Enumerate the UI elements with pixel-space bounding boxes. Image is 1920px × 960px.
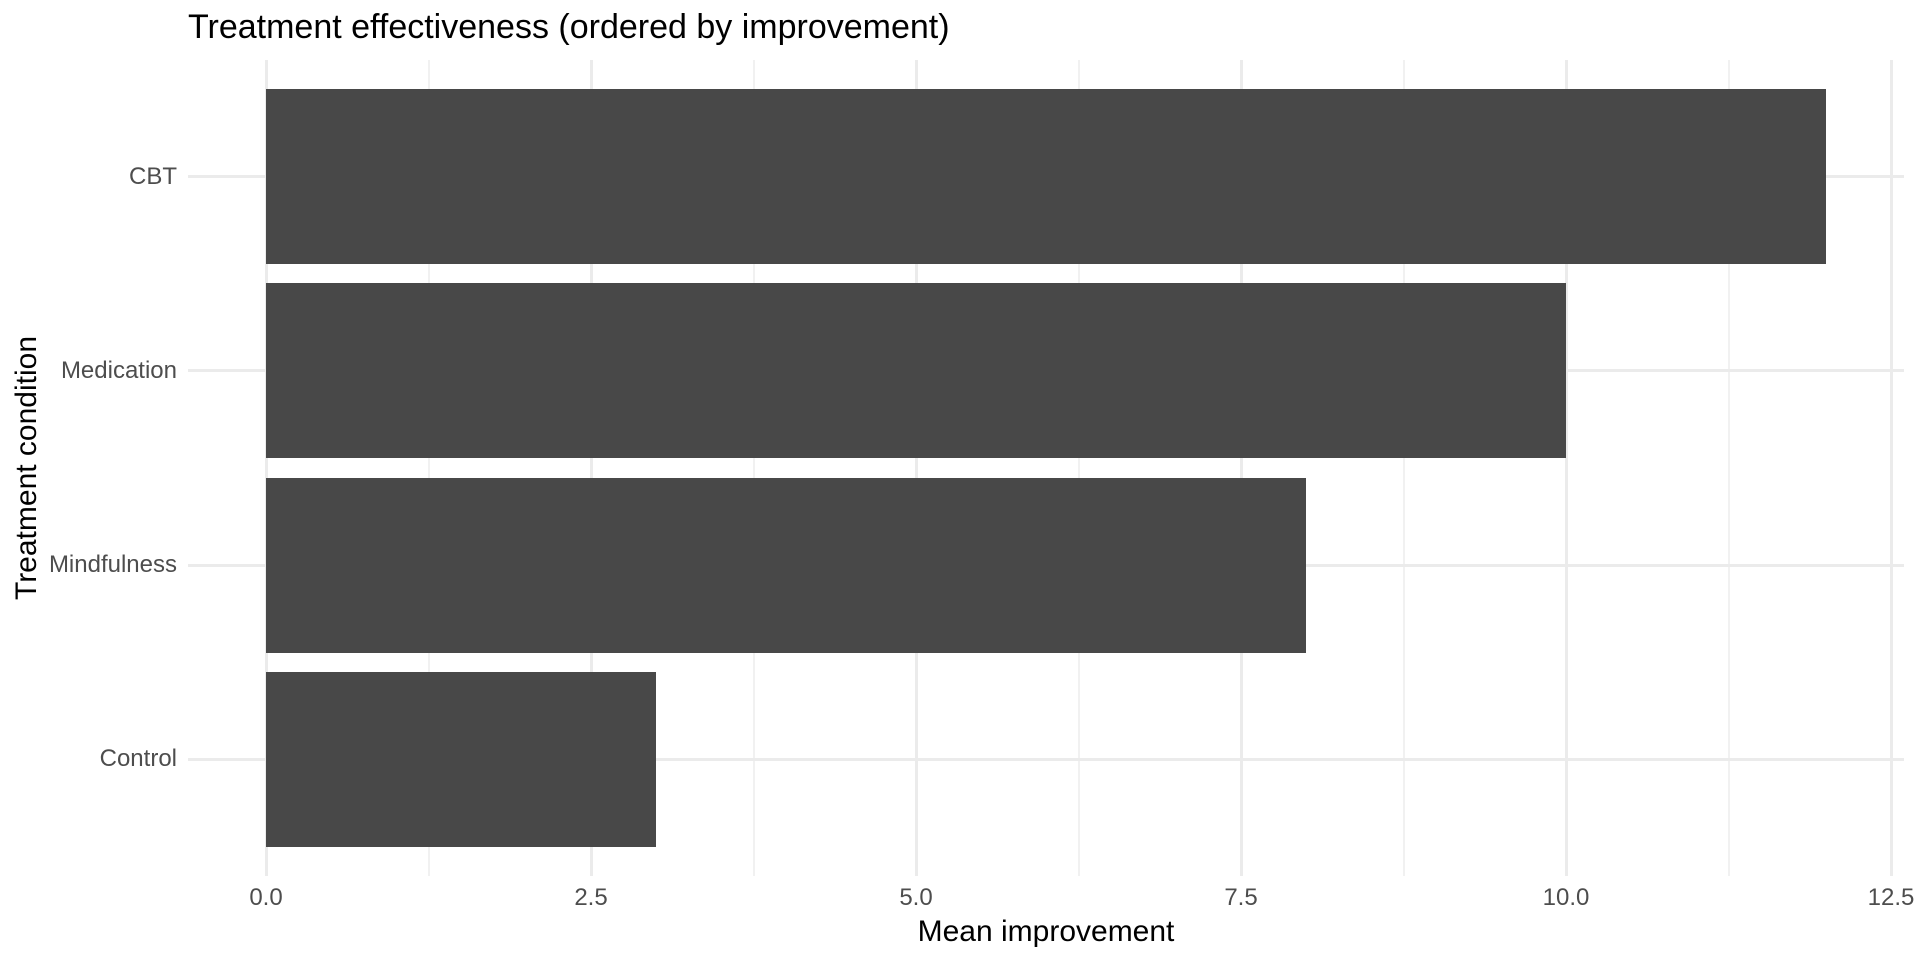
x-tick-label: 2.5 xyxy=(574,884,608,911)
x-tick-label: 7.5 xyxy=(1224,884,1258,911)
x-major-gridline xyxy=(264,60,268,876)
bar-mindfulness xyxy=(266,477,1306,653)
x-minor-gridline xyxy=(752,60,755,876)
x-tick-label: 5.0 xyxy=(899,884,933,911)
bar-medication xyxy=(266,283,1566,459)
x-minor-gridline xyxy=(1077,60,1080,876)
y-tick-label: CBT xyxy=(129,162,177,190)
x-minor-gridline xyxy=(427,60,430,876)
bar-cbt xyxy=(266,89,1826,264)
x-axis-title: Mean improvement xyxy=(917,915,1175,948)
plot-panel xyxy=(188,60,1904,876)
x-major-gridline xyxy=(589,60,593,876)
y-tick-label: Medication xyxy=(60,356,177,384)
x-tick-label: 0.0 xyxy=(249,884,283,911)
x-tick-label: 12.5 xyxy=(1867,884,1915,911)
y-tick-label: Mindfulness xyxy=(48,551,177,579)
x-minor-gridline xyxy=(1402,60,1405,876)
bar-control xyxy=(266,672,656,847)
plot-title: Treatment effectiveness (ordered by impr… xyxy=(188,8,950,46)
x-major-gridline xyxy=(1564,60,1568,876)
y-tick-label: Control xyxy=(99,745,177,773)
x-tick-label: 10.0 xyxy=(1542,884,1590,911)
x-major-gridline xyxy=(1239,60,1243,876)
x-minor-gridline xyxy=(1727,60,1730,876)
x-major-gridline xyxy=(1889,60,1893,876)
y-major-gridline xyxy=(188,757,1904,761)
x-major-gridline xyxy=(914,60,918,876)
